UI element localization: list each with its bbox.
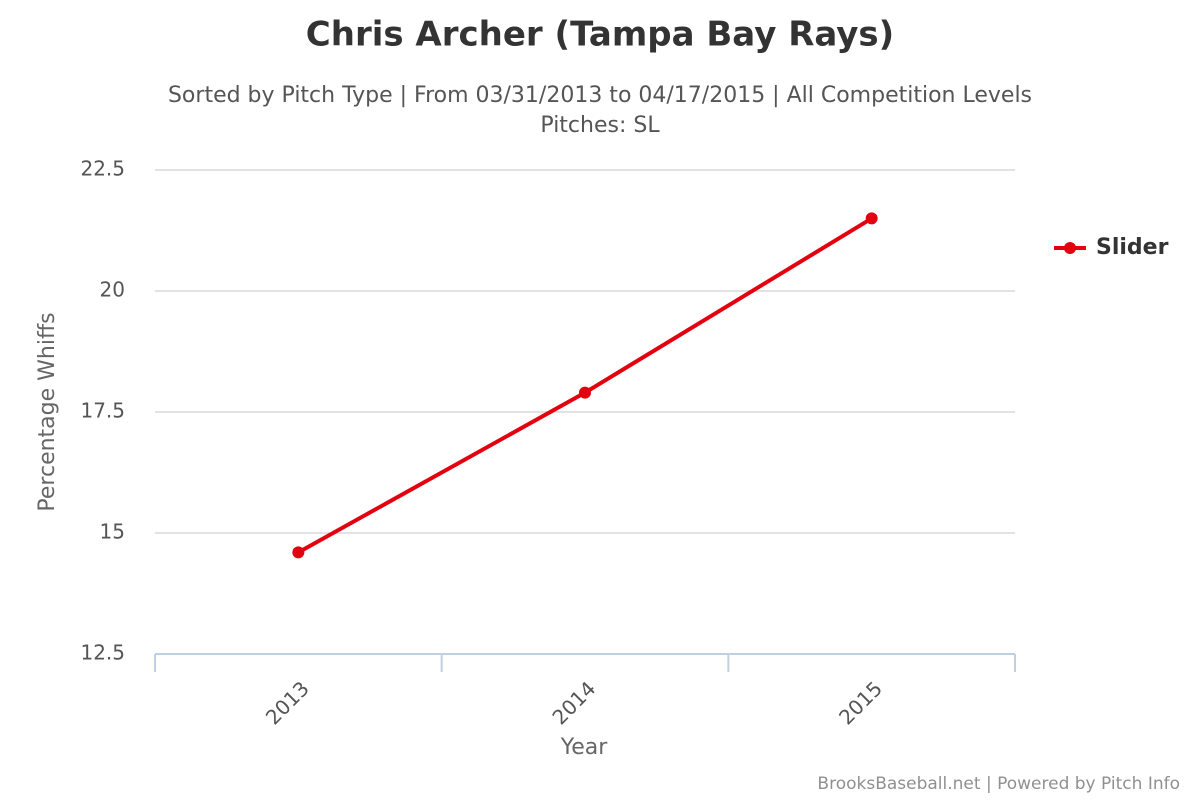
chart-subtitle: Sorted by Pitch Type | From 03/31/2013 t… (168, 83, 1032, 108)
data-point (292, 546, 305, 559)
data-point (865, 212, 878, 225)
legend-label: Slider (1096, 235, 1169, 260)
chart-subtitle: Pitches: SL (540, 113, 660, 138)
y-tick-label: 17.5 (80, 399, 125, 423)
legend-symbol (1064, 242, 1076, 254)
y-axis-label: Percentage Whiffs (35, 312, 60, 511)
credits: BrooksBaseball.net | Powered by Pitch In… (817, 774, 1180, 794)
data-point (579, 386, 591, 399)
chart-title: Chris Archer (Tampa Bay Rays) (306, 15, 894, 55)
series-line (297, 216, 873, 555)
x-axis-label: Year (560, 735, 609, 760)
y-tick-label: 20 (100, 278, 125, 302)
x-tick-label: 2013 (261, 676, 314, 729)
y-tick-label: 12.5 (80, 641, 125, 665)
y-tick-label: 22.5 (80, 157, 125, 181)
x-tick-label: 2015 (834, 676, 887, 729)
y-tick-label: 15 (100, 520, 125, 544)
x-tick-label: 2014 (547, 676, 600, 729)
